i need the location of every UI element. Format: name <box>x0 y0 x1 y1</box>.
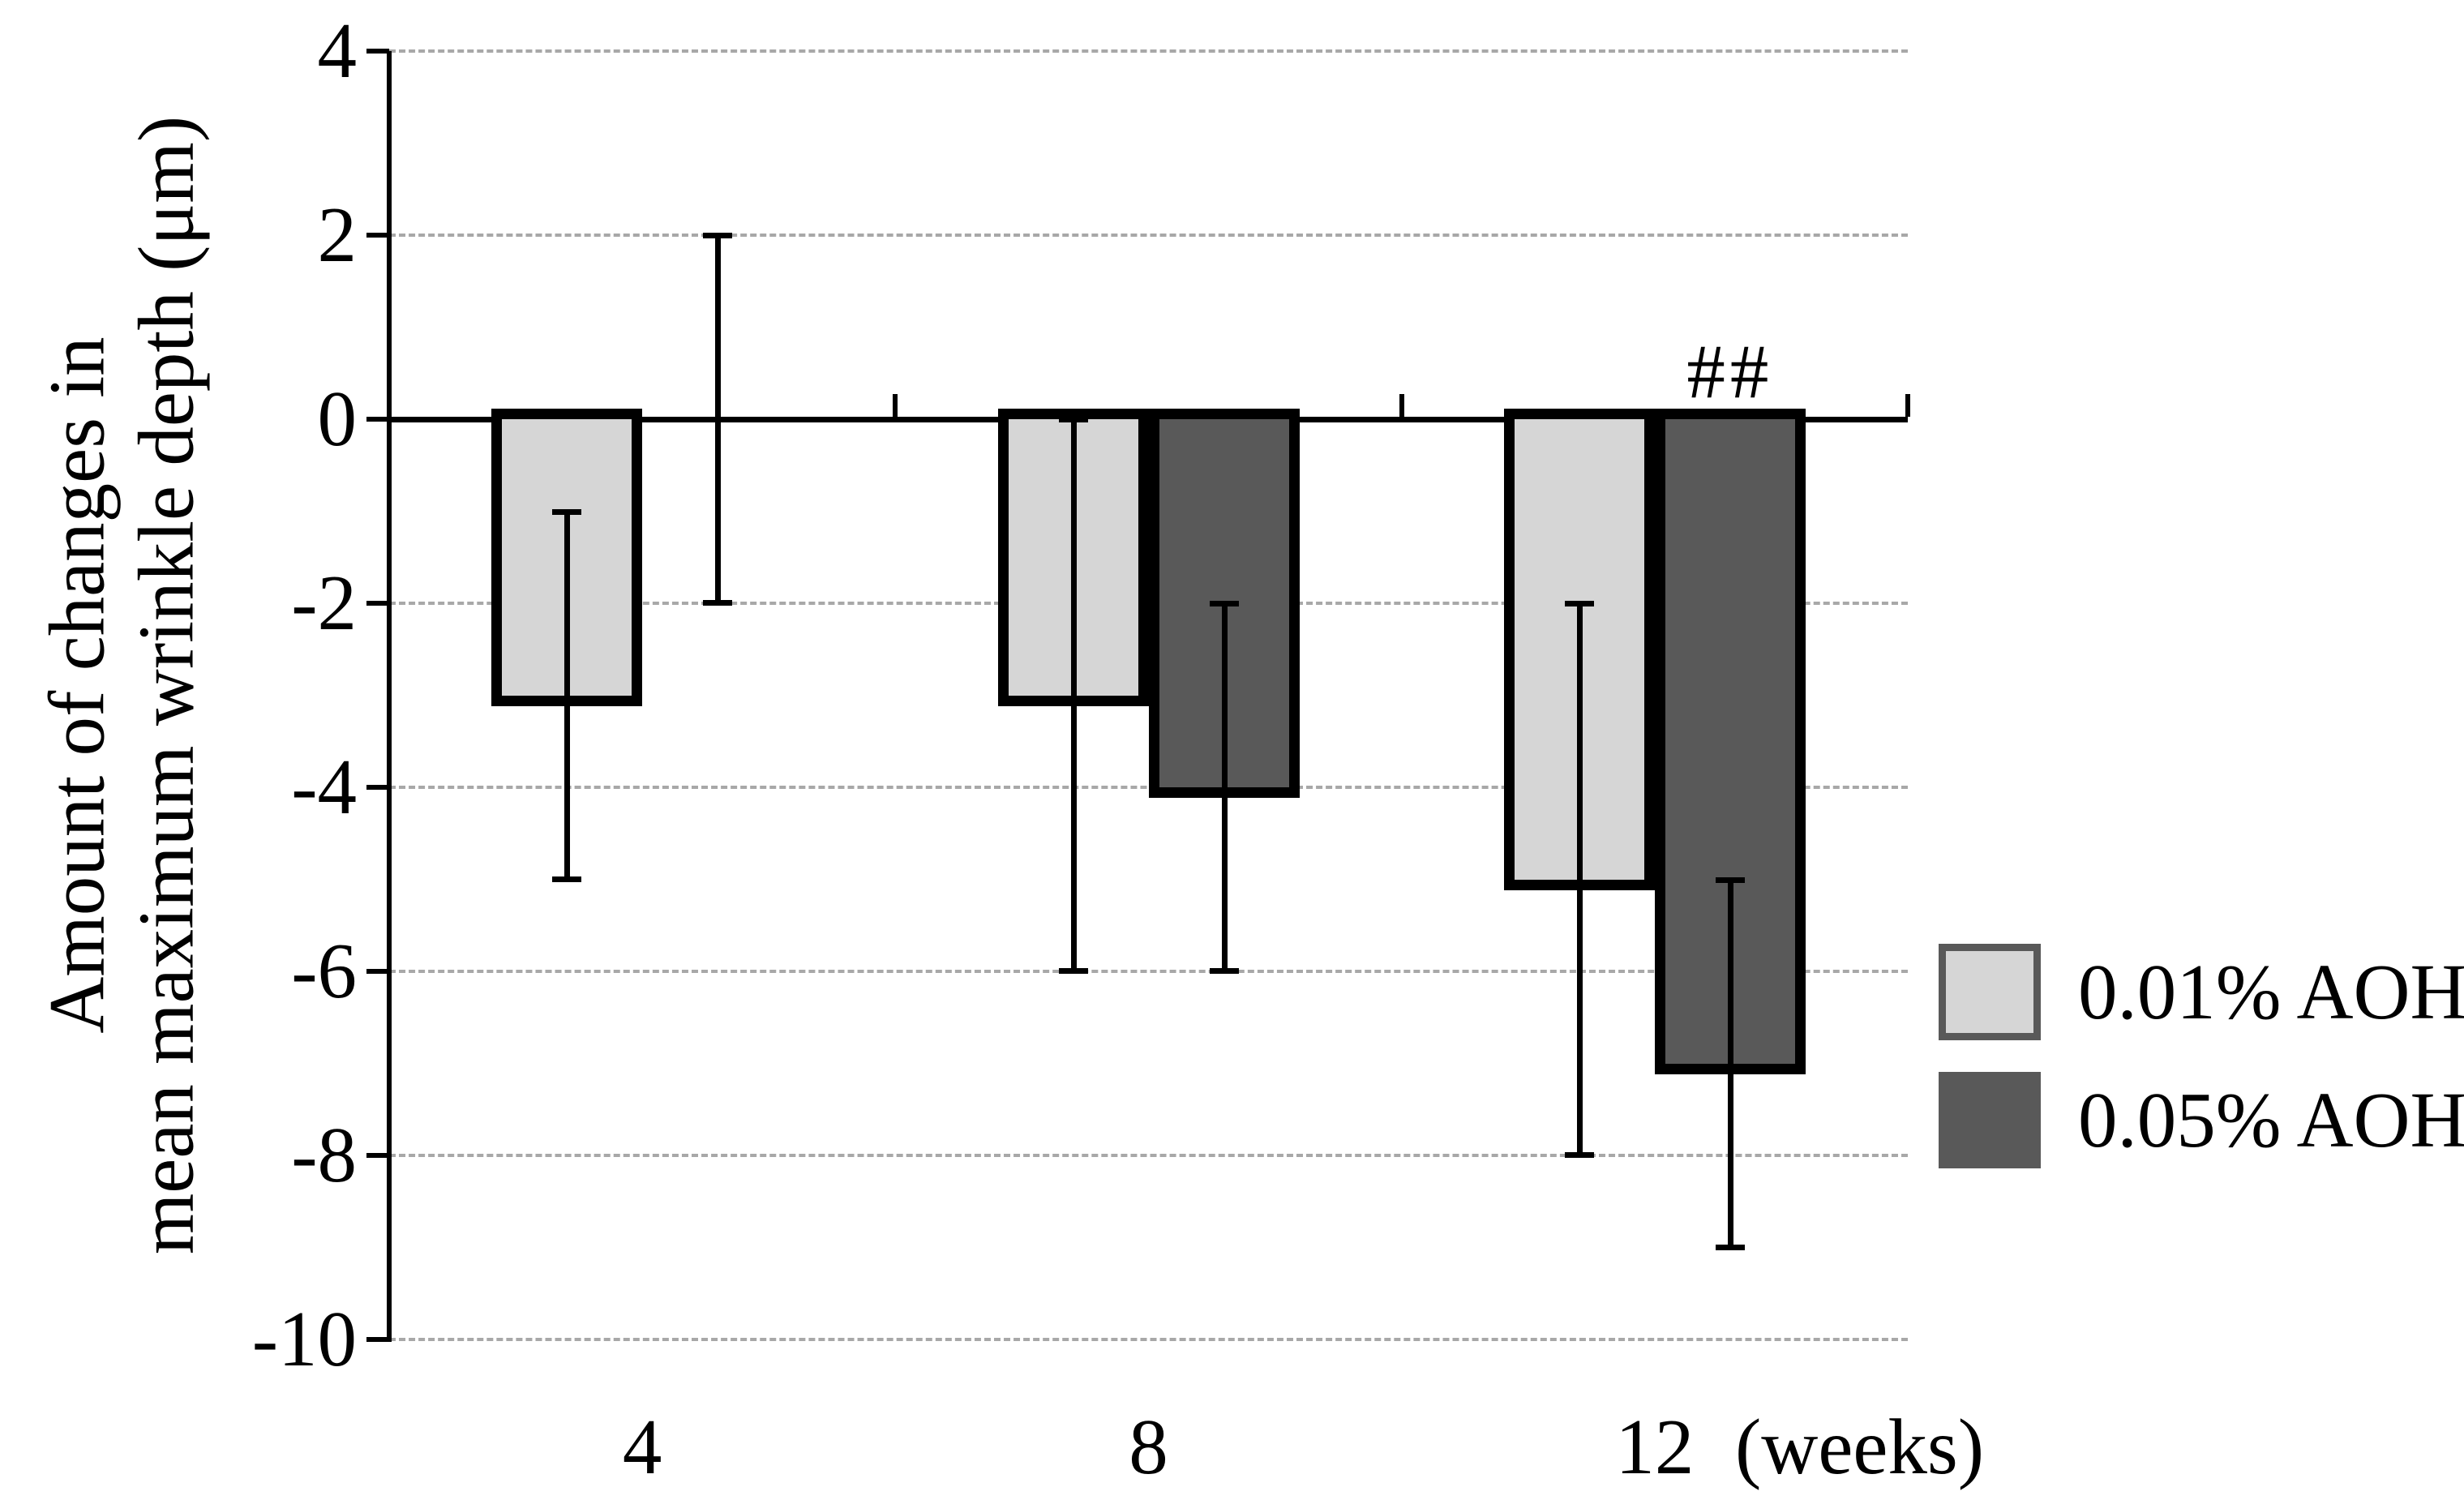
error-bar-stem <box>1221 603 1228 971</box>
error-bar-cap <box>1715 1244 1745 1250</box>
error-bar-cap <box>1209 601 1239 606</box>
gridline-y--6 <box>389 970 1908 973</box>
error-bar-0-01-aoh-week-4 <box>552 508 582 882</box>
error-bar-stem <box>1727 879 1733 1248</box>
error-bar-cap <box>1564 1152 1594 1158</box>
gridline-y--10 <box>389 1338 1908 1341</box>
x-tick-label-4: 4 <box>622 1404 662 1490</box>
error-bar-cap <box>1209 968 1239 974</box>
y-axis-tick--4 <box>366 785 389 790</box>
y-tick-label--4: -4 <box>291 744 357 830</box>
y-tick-label--10: -10 <box>251 1296 357 1382</box>
y-axis-tick-0 <box>366 417 389 422</box>
legend: 0.01% AOH 0.05% AOH <box>1939 944 2464 1200</box>
y-axis-line <box>387 51 392 1342</box>
y-axis-title-line2: mean maximum wrinkle depth (μm) <box>122 115 209 1255</box>
y-tick-label-2: 2 <box>317 191 358 278</box>
y-axis-tick--2 <box>366 601 389 606</box>
x-tick-label-8: 8 <box>1129 1404 1168 1490</box>
x-tick-label-12: 12 <box>1615 1404 1695 1490</box>
x-axis-unit-label: (weeks) <box>1735 1404 1985 1490</box>
gridline-y-4 <box>389 49 1908 53</box>
y-tick-label-0: 0 <box>317 375 358 462</box>
bar-0-05-aoh-week-12 <box>1654 409 1806 1074</box>
error-bar-0-05-aoh-week-4 <box>703 233 733 606</box>
gridline-y--8 <box>389 1154 1908 1157</box>
y-axis-tick--10 <box>366 1337 389 1342</box>
error-bar-cap <box>552 508 582 515</box>
legend-swatch-light-series <box>1939 944 2041 1040</box>
error-bar-cap <box>703 233 733 238</box>
error-bar-cap <box>552 876 582 882</box>
error-bar-0-05-aoh-week-12 <box>1715 876 1745 1250</box>
y-tick-label--2: -2 <box>291 559 357 646</box>
error-bar-stem <box>1070 419 1077 971</box>
legend-item-2: 0.05% AOH <box>1939 1072 2464 1168</box>
error-bar-cap <box>703 600 733 606</box>
legend-swatch-dark-series <box>1939 1072 2041 1168</box>
y-axis-title: Amount of changes in mean maximum wrinkl… <box>32 116 210 1254</box>
error-bar-stem <box>564 511 571 880</box>
error-bar-0-01-aoh-week-12 <box>1564 601 1594 1158</box>
error-bar-cap <box>1058 417 1088 422</box>
y-axis-tick-2 <box>366 233 389 238</box>
legend-item-1: 0.01% AOH <box>1939 944 2464 1040</box>
y-tick-label--8: -8 <box>291 1112 357 1198</box>
error-bar-cap <box>1715 876 1745 883</box>
error-bar-0-05-aoh-week-8 <box>1209 601 1239 974</box>
y-axis-title-line1: Amount of changes in <box>33 336 121 1034</box>
y-axis-tick--6 <box>366 969 389 974</box>
y-tick-label-4: 4 <box>317 7 358 94</box>
error-bar-stem <box>1576 603 1583 1155</box>
x-axis-tick-1 <box>893 394 898 417</box>
error-bar-stem <box>715 235 722 603</box>
y-axis-tick-4 <box>366 49 389 54</box>
x-axis-tick-3 <box>1905 394 1910 417</box>
gridline-y-2 <box>389 234 1908 237</box>
error-bar-cap <box>1058 968 1088 974</box>
y-tick-label--6: -6 <box>291 928 357 1014</box>
y-axis-tick--8 <box>366 1153 389 1158</box>
error-bar-cap <box>1564 601 1594 606</box>
plot-area <box>366 49 1910 1342</box>
legend-label-dark-series: 0.05% AOH <box>2078 1077 2464 1164</box>
legend-label-light-series: 0.01% AOH <box>2078 949 2464 1035</box>
significance-annotation: ## <box>1686 328 1774 414</box>
x-axis-tick-2 <box>1399 394 1404 417</box>
error-bar-0-01-aoh-week-8 <box>1058 417 1088 974</box>
